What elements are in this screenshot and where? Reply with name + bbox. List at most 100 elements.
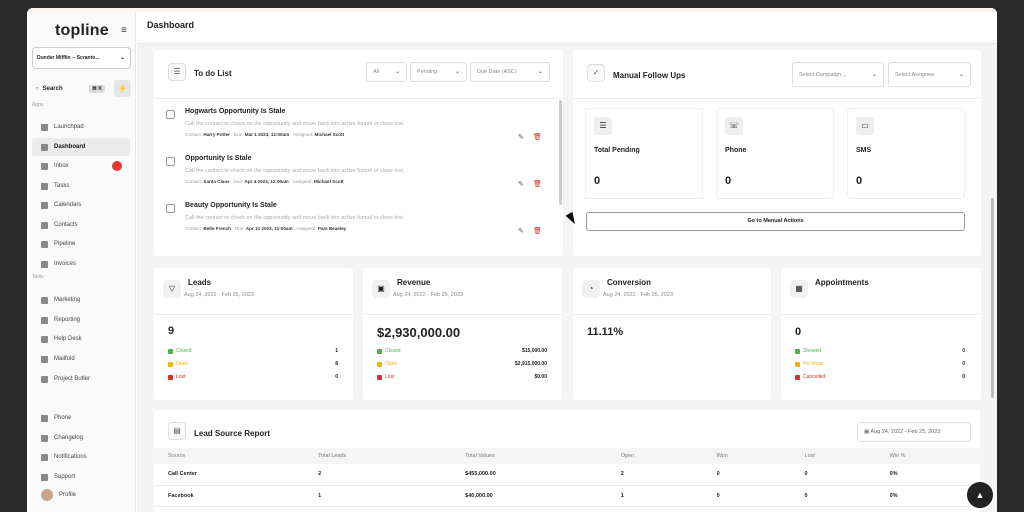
sidebar-item-label: Tasks xyxy=(54,183,70,189)
sidebar-item-support[interactable]: Support xyxy=(32,468,130,486)
sidebar-item-phone[interactable]: Phone xyxy=(32,409,130,427)
sidebar-item-reporting[interactable]: Reporting xyxy=(32,311,130,329)
lightning-icon[interactable]: ⚡ xyxy=(114,80,131,97)
todo-assignee: Pam Beasley xyxy=(317,226,347,231)
edit-icon[interactable]: ✎ xyxy=(518,134,524,141)
list-icon: ☰ xyxy=(594,117,612,135)
sidebar-item-pipeline[interactable]: Pipeline xyxy=(32,235,130,253)
legend-label: Lost xyxy=(176,374,186,380)
chat-launcher-button[interactable]: ▲ xyxy=(965,480,995,510)
sidebar-item-marketing[interactable]: Marketing xyxy=(32,291,130,309)
sidebar-item-dashboard[interactable]: Dashboard xyxy=(32,138,130,156)
sort-label: Due Date (ASC) xyxy=(477,69,517,75)
sidebar-item-help-desk[interactable]: Help Desk xyxy=(32,330,130,348)
sidebar-item-contacts[interactable]: Contacts xyxy=(32,216,130,234)
todo-checkbox[interactable] xyxy=(166,157,175,166)
sidebar-item-project-butler[interactable]: Project Butler xyxy=(32,370,130,388)
trash-icon[interactable]: 🗑 xyxy=(533,228,542,235)
phone-icon xyxy=(41,414,48,422)
campaign-select[interactable]: Select Campaign ... ⌄ xyxy=(792,62,884,87)
checklist-icon: ☰ xyxy=(168,63,186,81)
calendar-icon: ▦ xyxy=(864,429,871,435)
legend-row-closed: Closed 1 xyxy=(168,348,338,354)
grid-icon xyxy=(41,143,48,151)
followups-card: ✓ Manual Follow Ups Select Campaign ... ⌄… xyxy=(573,50,981,256)
status-dot xyxy=(377,374,382,380)
search-shortcut: ⌘ K xyxy=(89,84,105,93)
table-cell: 2 xyxy=(304,464,452,486)
rocket-icon xyxy=(41,123,48,131)
trash-icon[interactable]: 🗑 xyxy=(533,181,542,188)
sidebar-item-tasks[interactable]: Tasks xyxy=(32,177,130,195)
conversion-card: ◔ Conversion Aug 24, 2022 - Feb 25, 2023… xyxy=(573,268,771,400)
column-header-total-leads[interactable]: Total Leads xyxy=(304,448,452,464)
sidebar-item-mailfold[interactable]: Mailfold xyxy=(32,350,130,368)
top-strip xyxy=(27,8,997,12)
table-cell: 0 xyxy=(702,464,791,486)
column-header-win-[interactable]: Win % xyxy=(875,448,980,464)
funnel-icon xyxy=(41,240,48,248)
trash-icon[interactable]: 🗑 xyxy=(533,134,542,141)
status-dot xyxy=(168,348,173,354)
table-cell: 0% xyxy=(875,464,980,486)
assignee-select[interactable]: Select Assignee ⌄ xyxy=(888,62,971,87)
table-cell: 1 xyxy=(304,485,452,507)
sidebar-item-notifications[interactable]: Notifications xyxy=(32,448,130,466)
filter-all-dropdown[interactable]: All ⌄ xyxy=(366,62,407,82)
account-selector[interactable]: Dunder Mifflin -- Scranto... ⌄ xyxy=(32,47,131,69)
search-button[interactable]: ○ Search ⌘ K xyxy=(32,80,108,97)
todo-contact-label: Contact: xyxy=(185,132,203,137)
avatar xyxy=(41,489,53,501)
page-scrollbar[interactable] xyxy=(991,198,994,398)
sidebar-item-label: Profile xyxy=(59,492,77,498)
column-header-source[interactable]: Source xyxy=(154,448,305,464)
status-dot xyxy=(168,374,173,380)
table-row[interactable]: Call Center 2 $455,000.00 2 0 0 0% xyxy=(154,464,980,486)
butler-icon xyxy=(41,375,48,383)
todo-description: Call the contact to check on the opportu… xyxy=(185,215,405,221)
sidebar-item-calendars[interactable]: Calendars xyxy=(32,196,130,214)
column-header-won[interactable]: Won xyxy=(702,448,791,464)
todo-scrollbar[interactable] xyxy=(559,100,562,205)
todo-title: Beauty Opportunity Is Stale xyxy=(185,202,277,209)
column-header-open[interactable]: Open xyxy=(606,448,703,464)
column-header-total-values[interactable]: Total Values xyxy=(451,448,607,464)
todo-title: Opportunity Is Stale xyxy=(185,155,252,162)
manual-actions-button[interactable]: Go to Manual Actions xyxy=(586,212,965,231)
divider xyxy=(573,314,771,315)
sort-due-date-dropdown[interactable]: Due Date (ASC) ⌄ xyxy=(470,62,550,82)
chevron-down-icon: ⌄ xyxy=(958,72,964,78)
support-icon xyxy=(41,473,48,481)
sidebar-item-launchpad[interactable]: Launchpad xyxy=(32,118,130,136)
legend-value: $15,000.00 xyxy=(521,348,547,354)
main-content: Dashboard ☰ To do List All ⌄ Pending ⌄ Due… xyxy=(137,12,997,512)
todo-contact: Harry Potter xyxy=(203,132,230,137)
followups-title: Manual Follow Ups xyxy=(613,71,686,80)
chevron-down-icon: ⌄ xyxy=(394,69,400,75)
collapse-menu-icon[interactable]: ≡ xyxy=(121,25,127,36)
filter-status-dropdown[interactable]: Pending ⌄ xyxy=(410,62,467,82)
date-range-picker[interactable]: ▦ Aug 24, 2022 - Feb 25, 2023 xyxy=(857,422,971,442)
revenue-date-range: Aug 24, 2022 - Feb 25, 2023 xyxy=(393,292,464,298)
sidebar-item-changelog[interactable]: Changelog xyxy=(32,429,130,447)
column-header-lost[interactable]: Lost xyxy=(790,448,876,464)
status-dot xyxy=(377,348,382,354)
todo-assignee: Michael Scott xyxy=(314,179,344,184)
todo-assigned-label: Assigned: xyxy=(293,132,314,137)
legend-row-open: Open $2,915,000.00 xyxy=(377,361,547,367)
sidebar-item-invoices[interactable]: Invoices xyxy=(32,255,130,273)
stat-value: 0 xyxy=(594,175,601,187)
edit-icon[interactable]: ✎ xyxy=(518,228,524,235)
changelog-icon xyxy=(41,434,48,442)
todo-checkbox[interactable] xyxy=(166,204,175,213)
sidebar-item-inbox[interactable]: Inbox xyxy=(32,157,130,175)
sidebar-item-profile[interactable]: Profile xyxy=(32,486,130,504)
filter-all-label: All xyxy=(373,69,380,75)
table-row[interactable]: Facebook 1 $40,000.00 1 0 0 0% xyxy=(154,485,980,507)
calendar-icon xyxy=(41,201,48,209)
edit-icon[interactable]: ✎ xyxy=(518,181,524,188)
stat-sms: ▭ SMS 0 xyxy=(847,108,965,199)
page-title: Dashboard xyxy=(147,20,195,30)
todo-checkbox[interactable] xyxy=(166,110,175,119)
tasks-icon xyxy=(41,182,48,190)
